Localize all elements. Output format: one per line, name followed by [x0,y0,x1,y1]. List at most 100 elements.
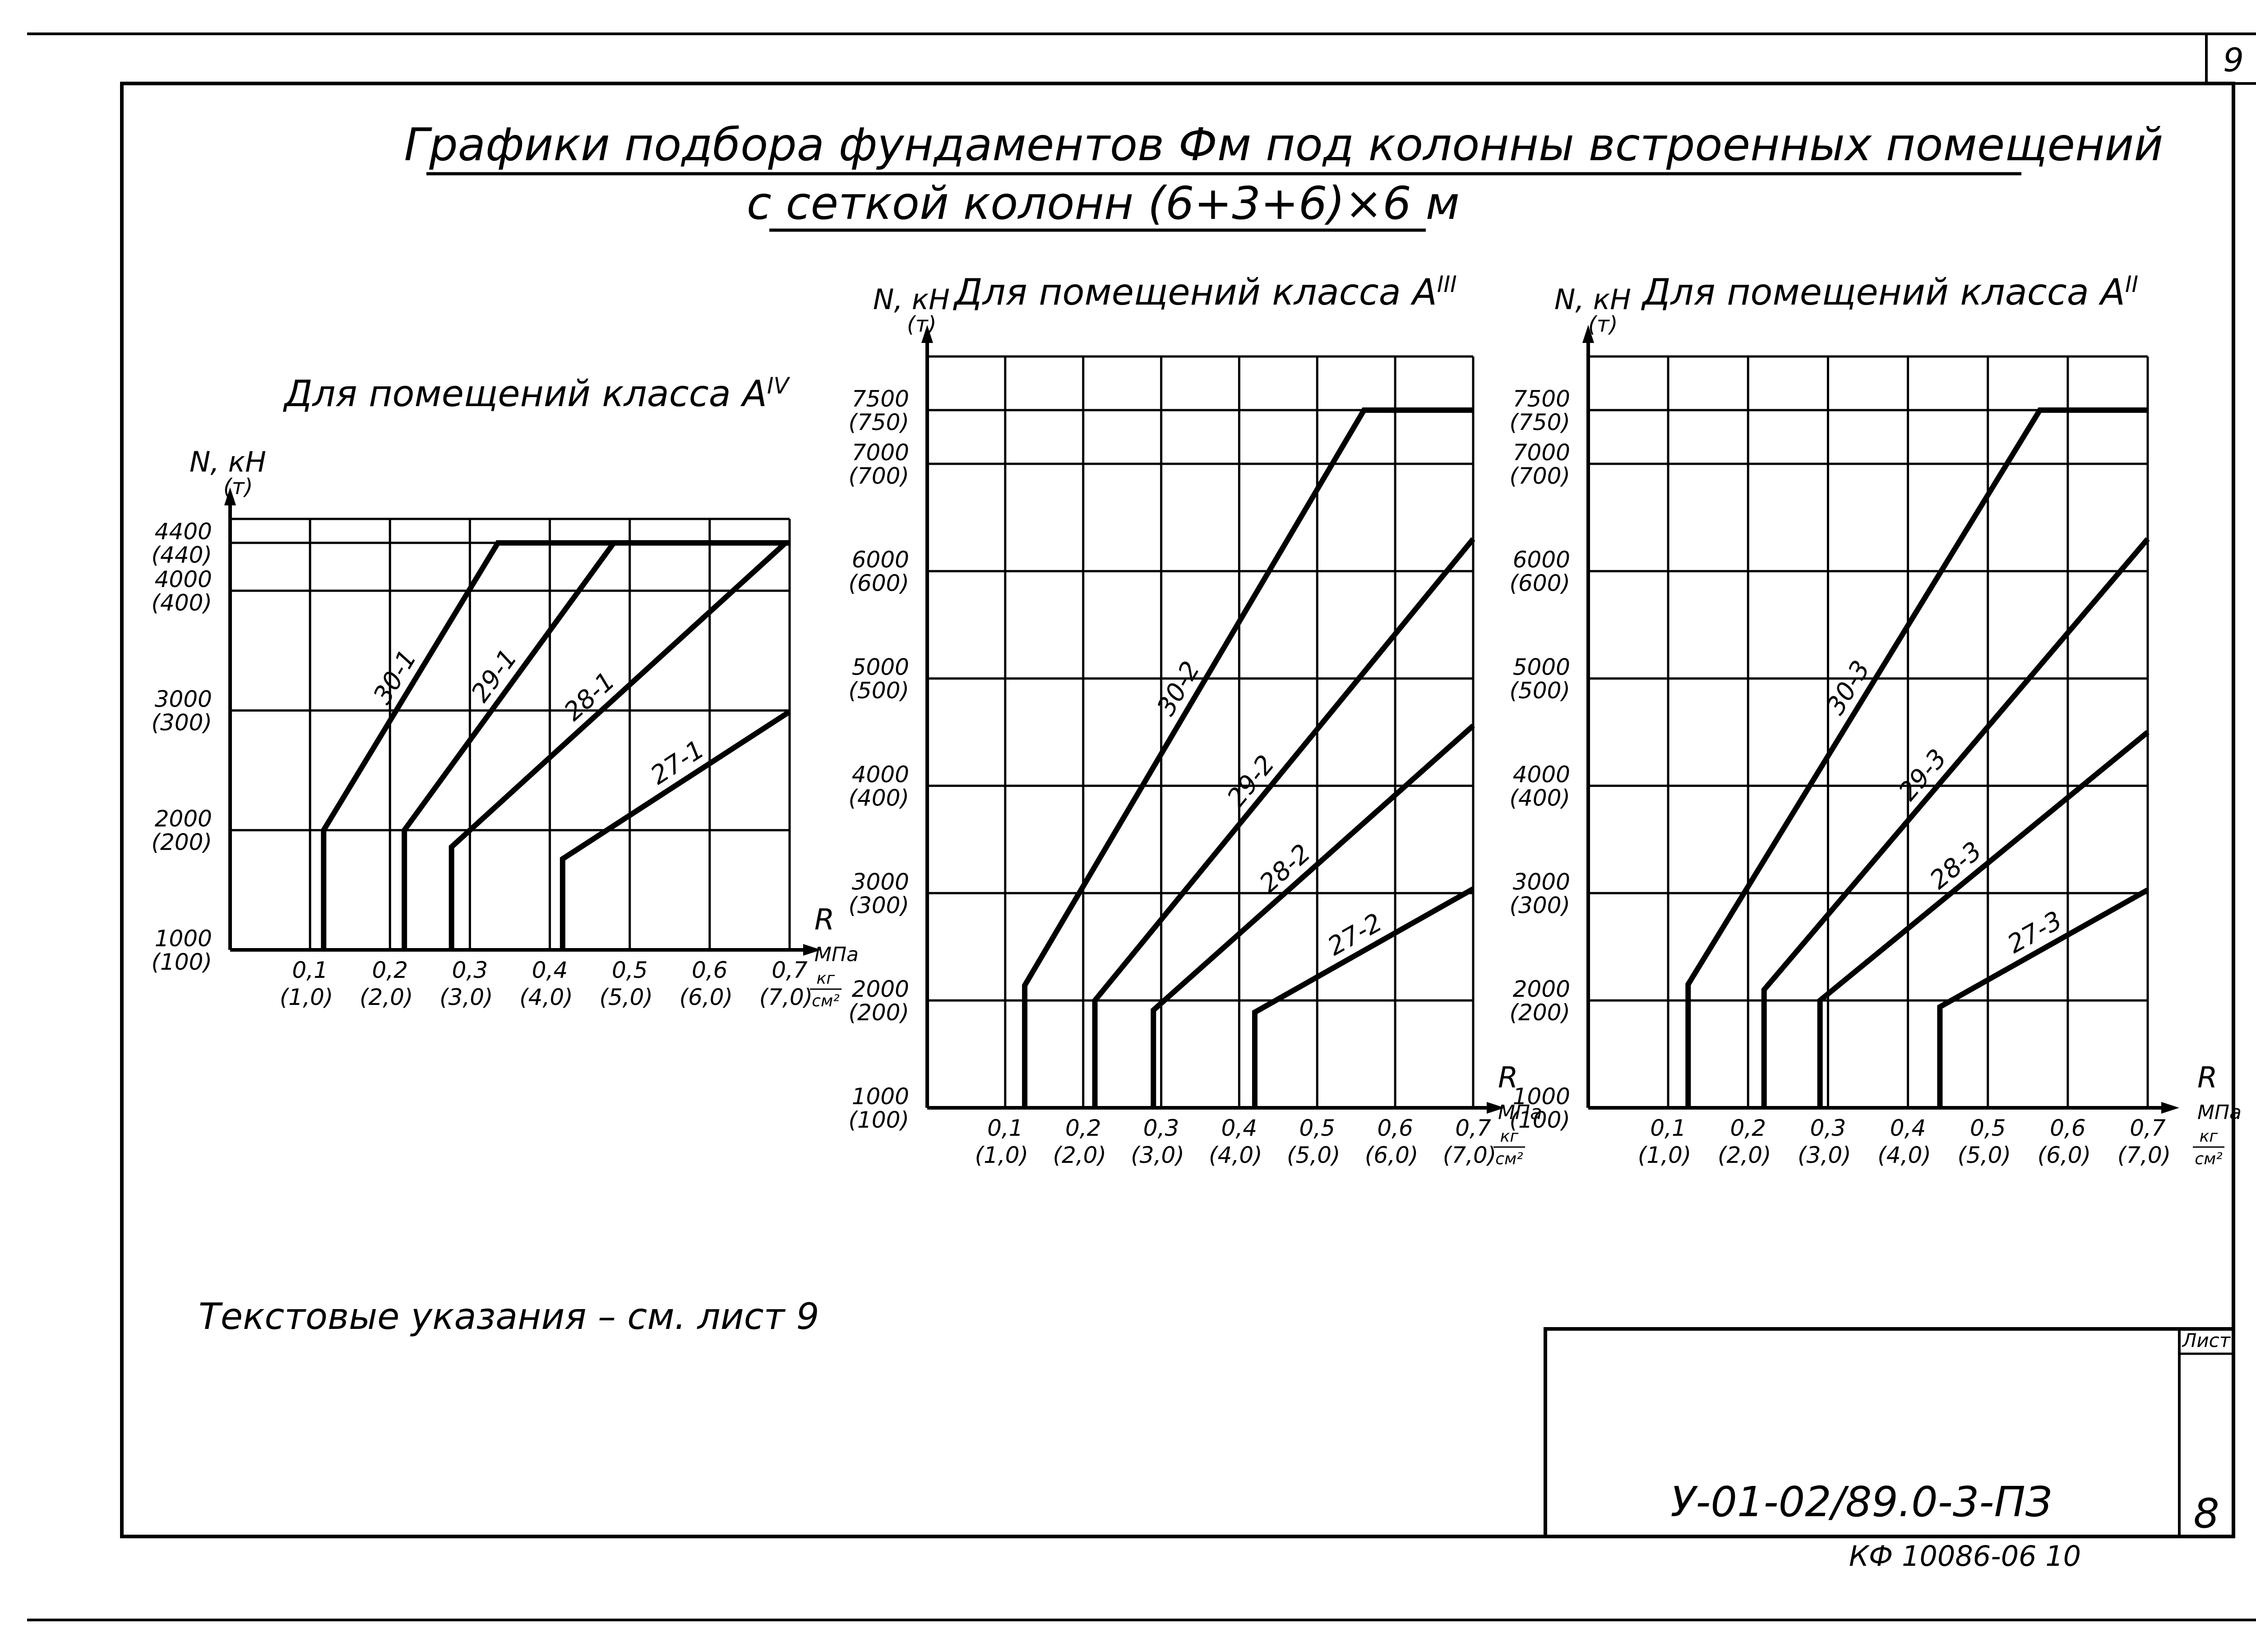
x-axis-unit: МПа [814,943,859,966]
x-tick-label: 0,7 [1455,1115,1491,1141]
archive-code: КФ 10086-06 10 [1849,1540,2081,1573]
chart-title-base: Для помещений класса А [1641,271,2125,313]
x-tick-label-kg: (7,0) [2117,1142,2171,1168]
y-tick-label: 4000 [1513,761,1570,787]
x-tick-label: 0,2 [1065,1115,1101,1141]
chart-title-base: Для помещений класса А [953,271,1437,313]
y-axis-unit: (т) [223,474,253,500]
y-tick-label: 2000 [155,806,212,832]
x-tick-label-kg: (1,0) [280,984,333,1010]
chart-title: Для помещений класса АIV [283,373,791,415]
x-axis-arrow [803,944,821,956]
series-line-28-1 [448,540,790,950]
y-tick-label: 3000 [155,686,212,712]
y-tick-label-t: (400) [849,785,909,811]
x-tick-label-kg: (6,0) [2038,1142,2091,1168]
y-tick-label: 7500 [852,386,909,412]
x-tick-label: 0,1 [987,1115,1023,1141]
x-axis-arrow [1487,1102,1505,1114]
x-tick-label: 0,3 [452,957,488,983]
y-tick-label: 1000 [852,1083,909,1110]
y-tick-label: 1000 [155,925,212,952]
x-tick-label-kg: (2,0) [1053,1142,1106,1168]
chart-title-class-sup: II [2125,271,2138,297]
y-tick-label: 7000 [1513,440,1570,466]
series-line-28-2 [1151,723,1475,1108]
x-tick-label-kg: (7,0) [1443,1142,1497,1168]
x-axis-unit: МПа [1498,1101,1542,1124]
x-tick-label: 0,7 [772,957,808,983]
chart-title-class-sup: IV [767,373,791,399]
x-tick-label: 0,5 [1970,1115,2006,1141]
y-tick-label-t: (200) [152,829,212,856]
y-tick-label: 4000 [155,566,212,592]
x-tick-label: 0,4 [1221,1115,1257,1141]
series-line-27-2 [1252,886,1475,1108]
y-tick-label-t: (700) [1510,463,1570,489]
series-line-29-1 [402,540,790,950]
chart-class-a4: Для помещений класса АIV N, кН(т) R МПа кг см… [152,373,859,1010]
series-line-30-3 [1685,407,2148,1108]
y-axis-arrow [1582,325,1594,343]
y-tick-label-t: (700) [849,463,909,489]
title-block [1544,1327,2235,1538]
series-line-29-2 [1092,537,1475,1108]
y-tick-label-t: (100) [849,1107,909,1133]
x-tick-label-kg: (1,0) [1638,1142,1692,1168]
x-tick-label: 0,3 [1810,1115,1846,1141]
x-tick-label: 0,4 [532,957,568,983]
x-tick-label: 0,1 [1650,1115,1686,1141]
y-tick-label-t: (300) [849,892,909,918]
x-tick-label-kg: (4,0) [1209,1142,1262,1168]
y-tick-label-t: (500) [1510,678,1570,704]
y-tick-label-t: (300) [152,709,212,736]
y-tick-label: 2000 [1513,976,1570,1002]
x-tick-label: 0,4 [1890,1115,1926,1141]
series-line-30-2 [1022,407,1473,1108]
y-tick-label-t: (200) [849,1000,909,1026]
x-tick-label: 0,7 [2130,1115,2166,1141]
x-axis-unit: МПа [2197,1101,2242,1124]
x-tick-label: 0,5 [612,957,648,983]
y-tick-label: 4400 [155,518,212,545]
x-tick-label-kg: (5,0) [599,984,653,1010]
x-axis-unit2-den: см² [812,992,839,1010]
y-tick-label: 5000 [852,654,909,680]
x-tick-label: 0,6 [1377,1115,1413,1141]
x-tick-label: 0,5 [1299,1115,1336,1141]
y-tick-label: 2000 [852,976,909,1002]
x-tick-label: 0,2 [1730,1115,1766,1141]
y-tick-label: 4000 [852,761,909,787]
y-tick-label: 7500 [1513,386,1570,412]
y-axis-unit: (т) [1588,312,1618,337]
x-tick-label-kg: (1,0) [975,1142,1029,1168]
y-tick-label: 6000 [852,547,909,573]
x-tick-label-kg: (5,0) [1287,1142,1341,1168]
doc-code: У-01-02/89.0-3-ПЗ [1670,1478,2052,1526]
chart-title: Для помещений класса АII [1641,271,2138,313]
y-tick-label-t: (300) [1510,892,1570,918]
x-tick-label-kg: (2,0) [1718,1142,1771,1168]
x-tick-label: 0,3 [1143,1115,1179,1141]
x-tick-label-kg: (3,0) [439,984,493,1010]
y-tick-label: 5000 [1513,654,1570,680]
y-tick-label-t: (100) [152,949,212,975]
x-tick-label: 0,1 [292,957,328,983]
y-axis-arrow [224,487,236,505]
x-axis-unit2-num: кг [1500,1127,1519,1146]
drawing-frame [120,82,2235,1538]
x-tick-label-kg: (7,0) [759,984,813,1010]
y-tick-label: 3000 [1513,869,1570,895]
x-tick-label: 0,6 [692,957,728,983]
text-instructions-note: Текстовые указания – см. лист 9 [199,1296,819,1337]
x-tick-label-kg: (6,0) [680,984,733,1010]
x-tick-label: 0,6 [2050,1115,2086,1141]
y-tick-label: 1000 [1513,1083,1570,1110]
x-axis-unit2-num: кг [2200,1127,2219,1146]
sheet-title-line1: Графики подбора фундаментов Фм под колон… [404,118,2164,171]
x-tick-label-kg: (4,0) [1877,1142,1931,1168]
series-line-27-3 [1937,887,2149,1108]
x-tick-label-kg: (2,0) [360,984,413,1010]
